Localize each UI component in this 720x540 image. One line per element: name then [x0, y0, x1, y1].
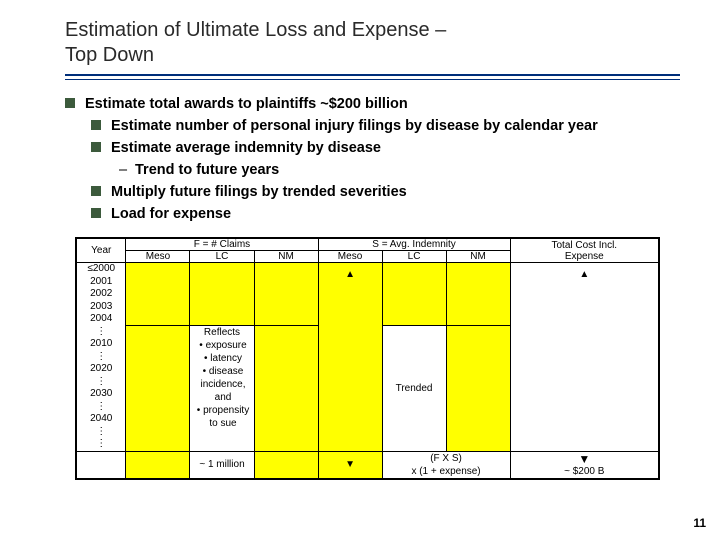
formula-l1: (F X S)	[430, 453, 462, 464]
arrow-up-cell: ▲	[318, 263, 382, 452]
group-header-f: F = # Claims	[126, 239, 318, 251]
highlight-cell	[126, 451, 190, 478]
bullet-text: Load for expense	[111, 204, 231, 225]
highlight-cell	[126, 326, 190, 452]
rule-thin	[65, 79, 680, 80]
formula-cell: (F X S) x (1 + expense)	[382, 451, 510, 478]
total-head-l2: Expense	[565, 251, 604, 262]
table-row: Year F = # Claims S = Avg. Indemnity Tot…	[77, 239, 659, 251]
bullet-text: Trend to future years	[135, 160, 279, 181]
sum-left: ~ 1 million	[190, 451, 254, 478]
group-header-s: S = Avg. Indemnity	[318, 239, 510, 251]
dash-bullet-icon: –	[117, 160, 129, 181]
year-cell: ≤2000	[77, 263, 126, 276]
year-cell: 2003	[77, 301, 126, 314]
bullet-level2: Multiply future filings by trended sever…	[91, 182, 680, 203]
title-line2: Top Down	[65, 44, 154, 66]
reflects-note: Reflects exposure latency disease incide…	[190, 326, 254, 452]
year-cell: ⋮	[77, 376, 126, 389]
note-item: disease incidence, and	[192, 365, 253, 404]
highlight-cell	[254, 451, 318, 478]
note-head: Reflects	[190, 326, 253, 339]
col-meso: Meso	[126, 251, 190, 263]
title-line1: Estimation of Ultimate Loss and Expense …	[65, 19, 446, 41]
bullet-level3: – Trend to future years	[117, 160, 680, 181]
col-lc: LC	[382, 251, 446, 263]
square-bullet-icon	[91, 186, 101, 196]
highlight-cell	[446, 263, 510, 326]
year-cell: 2030	[77, 388, 126, 401]
year-cell: 2020	[77, 363, 126, 376]
sum-right: ~ $200 B	[560, 464, 608, 479]
highlight-cell	[254, 326, 318, 452]
year-cell: 2002	[77, 288, 126, 301]
square-bullet-icon	[65, 98, 75, 108]
highlight-cell	[126, 263, 190, 326]
highlight-cell	[254, 263, 318, 326]
bullet-list: Estimate total awards to plaintiffs ~$20…	[65, 94, 680, 225]
figure-container: Year F = # Claims S = Avg. Indemnity Tot…	[75, 237, 660, 480]
bullet-level2: Estimate average indemnity by disease	[91, 138, 680, 159]
square-bullet-icon	[91, 208, 101, 218]
col-lc: LC	[190, 251, 254, 263]
year-cell: 2010	[77, 338, 126, 351]
year-cell: 2004	[77, 313, 126, 326]
bullet-text: Estimate total awards to plaintiffs ~$20…	[85, 94, 408, 115]
year-cell: ⋮	[77, 426, 126, 439]
cost-figure: Year F = # Claims S = Avg. Indemnity Tot…	[75, 237, 660, 480]
total-header: Total Cost Incl. Expense	[510, 239, 658, 263]
bullet-level2: Load for expense	[91, 204, 680, 225]
year-cell: 2040	[77, 413, 126, 426]
total-head-l1: Total Cost Incl.	[551, 240, 617, 251]
year-cell: ⋮	[77, 438, 126, 451]
table-row: ~ 1 million ▼ (F X S) x (1 + expense) ▼ …	[77, 451, 659, 478]
slide-title: Estimation of Ultimate Loss and Expense …	[65, 18, 680, 68]
note-item: propensity to sue	[192, 404, 253, 430]
square-bullet-icon	[91, 142, 101, 152]
bullet-text: Estimate average indemnity by disease	[111, 138, 381, 159]
arrow-down-cell: ▼	[318, 451, 382, 478]
arrow-up-cell: ▲	[510, 263, 658, 452]
rule-thick	[65, 74, 680, 76]
year-cell: 2001	[77, 276, 126, 289]
square-bullet-icon	[91, 120, 101, 130]
total-sum-cell: ▼ ~ $200 B	[510, 451, 658, 478]
col-nm: NM	[254, 251, 318, 263]
table-row: ≤2000 ▲ ▲	[77, 263, 659, 276]
year-header: Year	[77, 239, 126, 263]
highlight-cell	[446, 326, 510, 452]
year-cell: ⋮	[77, 351, 126, 364]
col-meso: Meso	[318, 251, 382, 263]
bullet-level1: Estimate total awards to plaintiffs ~$20…	[65, 94, 680, 115]
figure-table: Year F = # Claims S = Avg. Indemnity Tot…	[76, 238, 659, 479]
formula-l2: x (1 + expense)	[411, 466, 480, 477]
page-number: 11	[693, 516, 706, 530]
col-nm: NM	[446, 251, 510, 263]
year-cell: ⋮	[77, 326, 126, 339]
year-cell: ⋮	[77, 401, 126, 414]
highlight-cell	[190, 263, 254, 326]
highlight-cell	[382, 263, 446, 326]
bullet-level2: Estimate number of personal injury filin…	[91, 116, 680, 137]
note-item: latency	[192, 352, 253, 365]
bullet-text: Multiply future filings by trended sever…	[111, 182, 407, 203]
trended-cell: Trended	[382, 326, 446, 452]
bullet-text: Estimate number of personal injury filin…	[111, 116, 598, 137]
note-item: exposure	[192, 339, 253, 352]
